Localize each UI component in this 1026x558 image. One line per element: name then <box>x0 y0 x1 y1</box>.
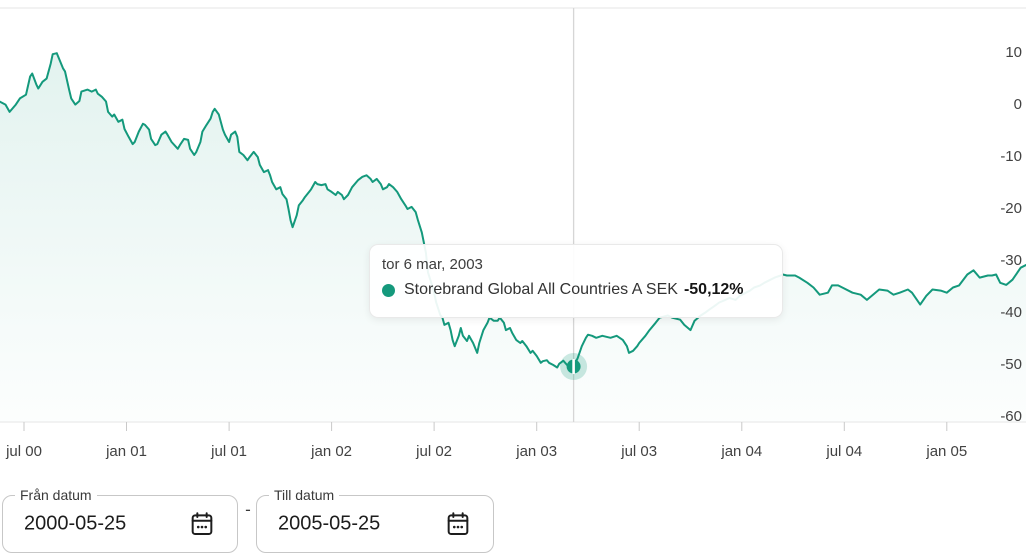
x-axis-label: jul 03 <box>621 443 658 460</box>
y-axis-label: -30 <box>1000 252 1022 269</box>
tooltip-date: tor 6 mar, 2003 <box>382 256 483 273</box>
calendar-icon[interactable] <box>444 510 472 538</box>
series-dot-icon <box>382 283 395 297</box>
x-axis-label: jan 05 <box>926 443 968 460</box>
calendar-icon[interactable] <box>188 510 216 538</box>
performance-chart[interactable]: tor 6 mar, 2003 Storebrand Global All Co… <box>0 0 1026 470</box>
date-range-separator: - <box>245 500 251 519</box>
to-date-label: Till datum <box>269 487 340 504</box>
chart-canvas[interactable] <box>0 0 1026 470</box>
x-axis-label: jul 00 <box>6 443 42 460</box>
from-date-input[interactable] <box>24 512 169 536</box>
from-date-label: Från datum <box>15 487 97 504</box>
tooltip-series-name: Storebrand Global All Countries A SEK <box>404 281 678 298</box>
from-date-field[interactable]: Från datum <box>2 487 238 553</box>
chart-tooltip: tor 6 mar, 2003 Storebrand Global All Co… <box>369 244 783 318</box>
y-axis-label: -60 <box>1000 407 1022 425</box>
date-range-controls: Från datum - Till datum <box>0 478 1026 558</box>
y-axis-label: -20 <box>1000 200 1022 218</box>
x-axis-label: jul 01 <box>211 443 248 460</box>
x-axis-label: jan 03 <box>516 443 558 460</box>
x-axis-label: jul 04 <box>826 443 863 460</box>
x-axis-label: jan 01 <box>106 443 147 460</box>
x-axis-label: jan 04 <box>721 443 763 460</box>
tooltip-series-row: Storebrand Global All Countries A SEK -5… <box>382 281 770 299</box>
y-axis-label: 0 <box>1013 96 1022 114</box>
to-date-input[interactable] <box>278 512 423 536</box>
to-date-field[interactable]: Till datum <box>256 487 494 553</box>
tooltip-series-value: -50,12% <box>683 281 744 298</box>
y-axis-label: -40 <box>1000 304 1022 321</box>
series-area-fill <box>0 53 1026 422</box>
y-axis-label: -50 <box>1000 355 1022 373</box>
x-axis-label: jan 02 <box>311 443 353 460</box>
x-axis-label: jul 02 <box>416 443 453 460</box>
y-axis-label: -10 <box>1000 148 1022 166</box>
y-axis-label: 10 <box>1005 44 1022 62</box>
